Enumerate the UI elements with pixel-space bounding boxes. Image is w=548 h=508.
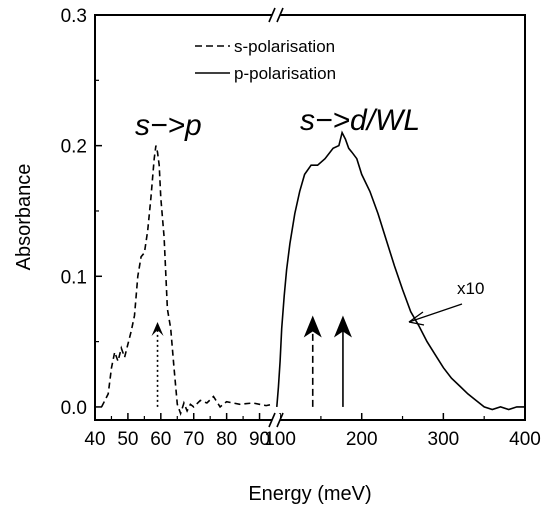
legend: s-polarisation p-polarisation (195, 37, 336, 83)
x-axis-label: Energy (meV) (248, 483, 371, 505)
x-tick-label: 90 (249, 429, 270, 450)
axis-break-mark (268, 412, 276, 428)
x10-pointer-head (408, 311, 425, 326)
y-tick-label: 0.3 (61, 6, 87, 27)
x-tick-label: 70 (183, 429, 204, 450)
x-tick-label: 60 (150, 429, 171, 450)
plot-frame (94, 14, 526, 421)
plot-area (100, 130, 525, 417)
axis-break-gap (272, 9, 280, 21)
x-tick-label: 300 (428, 429, 460, 450)
x-tick-label: 200 (346, 429, 378, 450)
x-tick-label: 100 (264, 429, 296, 450)
axis-break-mark (276, 7, 284, 23)
axis-break-mark (268, 7, 276, 23)
y-tick-label: 0.1 (61, 267, 87, 288)
axis-break-mark (276, 412, 284, 428)
x-tick-label: 50 (117, 429, 138, 450)
arrow-head-2 (303, 315, 322, 338)
annotation-s-to-d-wl: s−>d/WL (300, 104, 420, 137)
legend-label-s: s-polarisation (234, 37, 335, 56)
y-tick-label: 0.0 (61, 398, 87, 419)
x-tick-label: 80 (216, 429, 237, 450)
x10-pointer (408, 303, 463, 323)
arrow-head-3 (333, 315, 352, 338)
annotation-s-to-p: s−>p (135, 109, 202, 142)
series-line-s-polarisation (100, 145, 273, 417)
y-axis-label: Absorbance (13, 164, 35, 271)
legend-label-p: p-polarisation (234, 64, 336, 83)
y-tick-label: 0.2 (61, 137, 87, 158)
arrow-head-1 (151, 322, 164, 337)
series-line-p-polarisation (276, 130, 525, 411)
annotation-x10: x10 (457, 279, 484, 298)
x-tick-label: 40 (84, 429, 105, 450)
x-tick-label: 400 (509, 429, 541, 450)
axis-break-gap (272, 414, 280, 426)
